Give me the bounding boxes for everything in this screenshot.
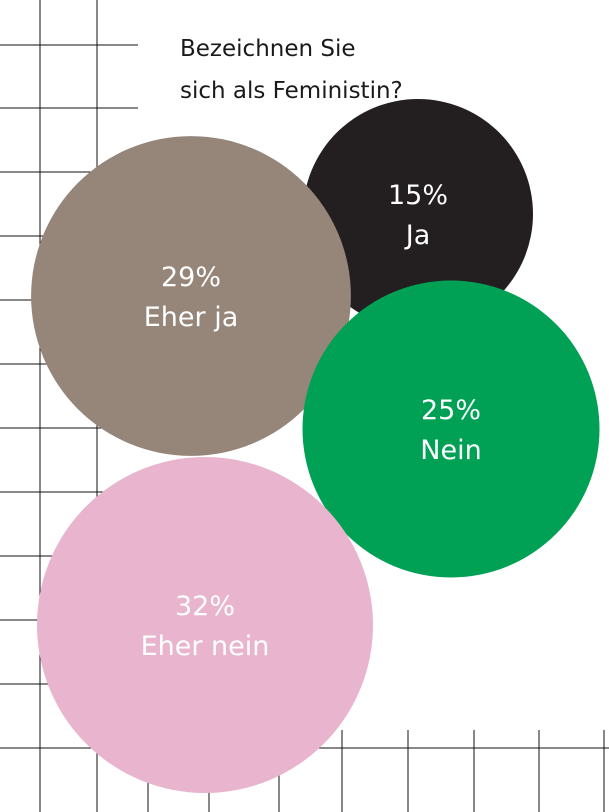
title-line-1: Bezeichnen Sie xyxy=(180,36,356,62)
title-line-2: sich als Feministin? xyxy=(180,78,403,104)
bubble-percent-eher-ja: 29% xyxy=(161,262,221,293)
bubbles: 15% Ja 29% Eher ja 25% Nein 32% Eher nein xyxy=(31,99,600,793)
chart-title: Bezeichnen Sie sich als Feministin? xyxy=(180,36,403,104)
bubble-circle-nein xyxy=(302,280,600,578)
bubble-label-eher-nein: Eher nein xyxy=(141,631,270,662)
bubble-label-eher-ja: Eher ja xyxy=(144,302,239,333)
bubble-circle-eher-nein xyxy=(37,457,373,793)
bubble-nein: 25% Nein xyxy=(302,280,600,578)
bubble-eher-ja: 29% Eher ja xyxy=(31,136,351,456)
bubble-label-nein: Nein xyxy=(420,435,481,466)
bubble-percent-ja: 15% xyxy=(388,180,448,211)
bubble-ja: 15% Ja xyxy=(303,99,533,329)
bubble-eher-nein: 32% Eher nein xyxy=(37,457,373,793)
bubble-label-ja: Ja xyxy=(404,220,431,251)
bubble-circle-eher-ja xyxy=(31,136,351,456)
bubble-circle-ja xyxy=(303,99,533,329)
bubble-percent-nein: 25% xyxy=(421,395,481,426)
bubble-percent-eher-nein: 32% xyxy=(175,591,235,622)
